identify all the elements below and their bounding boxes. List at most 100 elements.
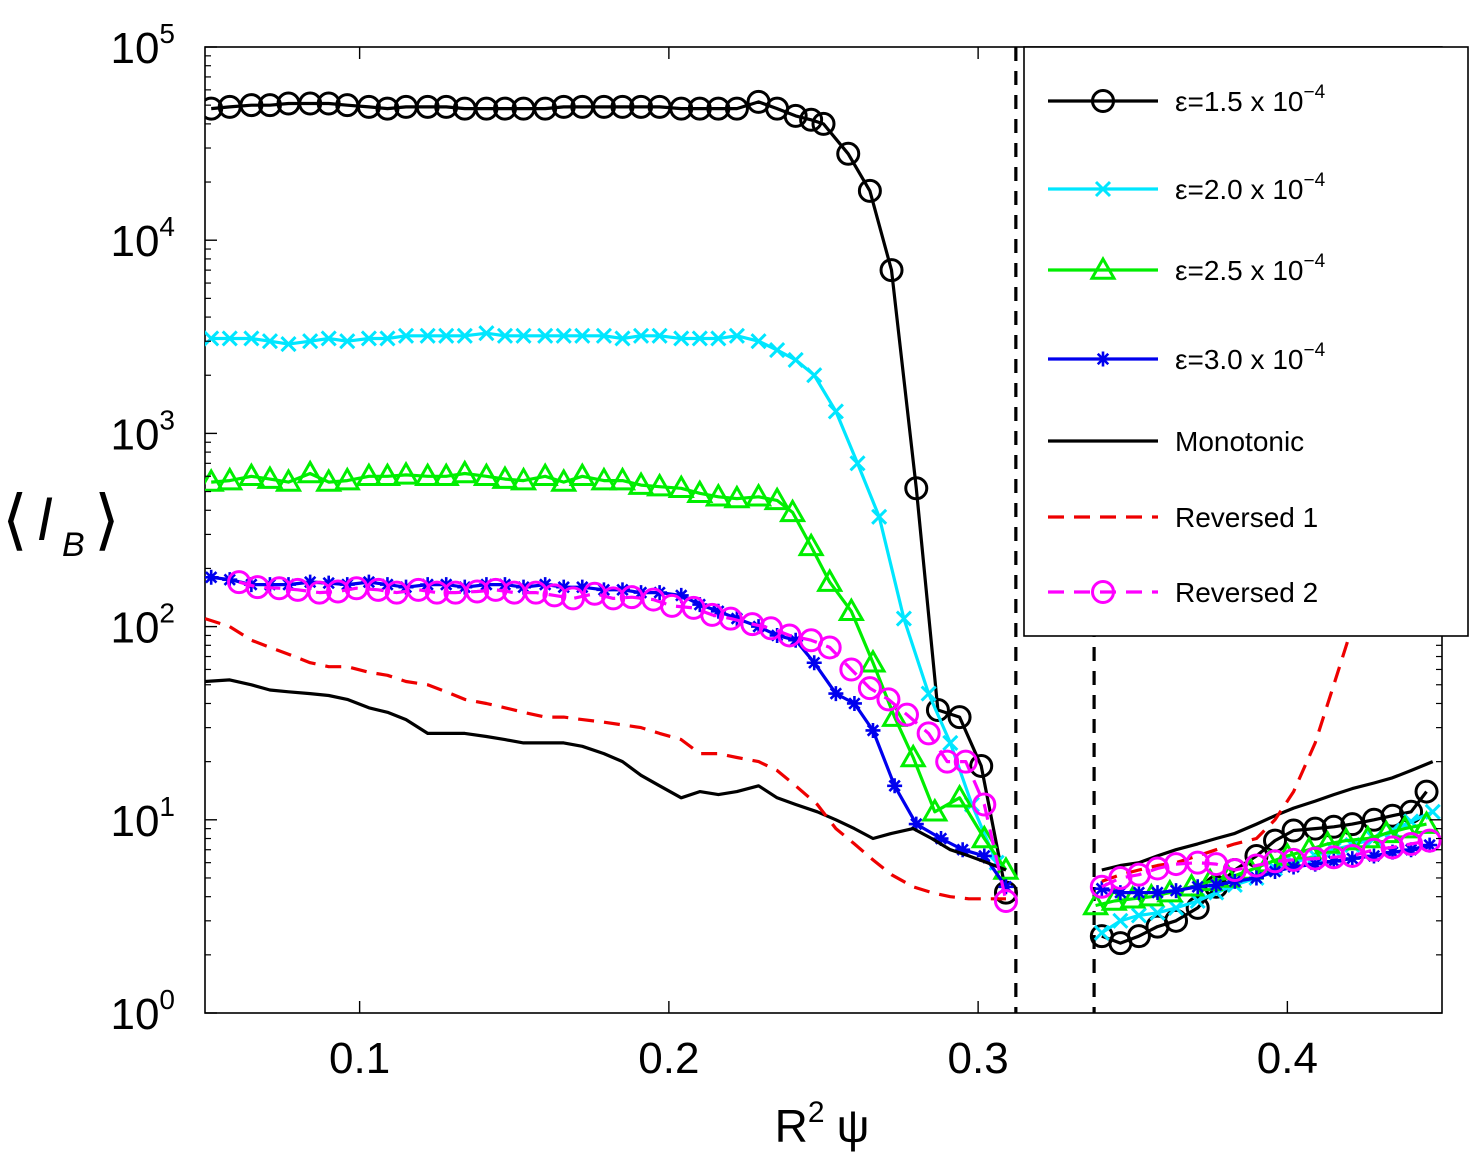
legend-marker (1089, 255, 1117, 280)
data-point (673, 587, 689, 603)
y-tick-label-base: 10 (110, 797, 159, 846)
data-point (373, 462, 402, 487)
legend-box (1023, 46, 1469, 637)
data-point (1131, 885, 1147, 901)
data-point (568, 462, 596, 487)
data-point (692, 597, 708, 613)
data-point (904, 476, 929, 501)
data-point (811, 111, 836, 136)
data-point (1380, 835, 1405, 860)
data-point (280, 336, 297, 353)
data-point (871, 508, 888, 525)
y-tick-label-base: 10 (110, 410, 159, 459)
data-point (710, 330, 727, 347)
data-point (237, 462, 265, 487)
data-point (1112, 885, 1128, 901)
data-point (537, 327, 554, 344)
y-tick-label: 102 (110, 598, 175, 653)
data-point (392, 460, 420, 485)
data-point (887, 778, 903, 794)
legend-label-text: Monotonic (1175, 426, 1304, 457)
data-point (315, 468, 343, 492)
data-point (783, 103, 808, 128)
data-point (561, 586, 586, 611)
data-point (879, 258, 904, 283)
legend-label-text: ε=2.5 x 10 (1175, 255, 1303, 286)
data-point (496, 327, 514, 344)
data-point (414, 462, 442, 487)
y-tick-label-base: 10 (110, 24, 159, 73)
data-point (239, 93, 264, 118)
data-point (550, 468, 578, 492)
data-point (817, 635, 842, 660)
x-axis-label-sup: 2 (808, 1096, 825, 1129)
data-point (669, 96, 694, 121)
data-point (478, 325, 495, 342)
data-point (1112, 912, 1129, 929)
data-point (491, 465, 519, 489)
data-point (865, 722, 881, 738)
data-point (627, 471, 655, 495)
data-point (976, 848, 992, 864)
data-point (1185, 850, 1210, 875)
data-point (1094, 881, 1110, 897)
data-point (361, 574, 377, 590)
y-tick-label-exp: 1 (159, 791, 175, 822)
data-point (667, 474, 695, 499)
data-point (610, 94, 635, 119)
data-point (379, 330, 396, 347)
data-point (857, 676, 882, 701)
data-point (935, 749, 960, 774)
data-point (360, 330, 377, 347)
x-axis-label: R2 ψ (775, 1096, 870, 1152)
data-point (899, 743, 927, 768)
data-point (724, 96, 749, 121)
data-point (933, 831, 949, 847)
legend-label: Reversed 1 (1175, 502, 1318, 533)
data-point (355, 462, 383, 487)
data-point (972, 792, 997, 817)
data-point (434, 94, 459, 119)
data-point (750, 333, 767, 350)
legend-label: ε=1.5 x 10−4 (1175, 82, 1326, 117)
x-tick-label: 0.4 (1257, 1034, 1318, 1083)
data-point (827, 403, 844, 420)
data-point (700, 602, 725, 627)
data-point (298, 91, 323, 116)
data-point (1412, 810, 1441, 834)
legend-label-sup: −4 (1303, 82, 1325, 103)
legend-label-sup: −4 (1303, 251, 1325, 272)
data-point (788, 632, 804, 648)
data-point (509, 466, 538, 491)
data-point (1108, 865, 1133, 890)
data-point (777, 623, 802, 648)
data-point (728, 327, 745, 344)
data-point (316, 91, 341, 116)
data-point (1366, 848, 1382, 864)
data-point (574, 579, 590, 595)
data-point (1344, 851, 1360, 867)
x-tick-label: 0.3 (948, 1034, 1009, 1083)
data-point (704, 482, 732, 507)
series-line (1101, 340, 1438, 883)
data-point (1082, 891, 1110, 916)
data-point (465, 579, 490, 604)
y-tick-label: 104 (110, 211, 175, 266)
data-point (243, 330, 260, 347)
data-point (769, 342, 786, 359)
legend-marker (1091, 89, 1115, 113)
data-point (629, 94, 654, 119)
data-point (556, 579, 572, 595)
data-point (839, 657, 864, 682)
y-axis-label-left: ⟨ (2, 482, 28, 556)
data-point (307, 580, 332, 605)
data-point (320, 330, 337, 347)
data-point (942, 734, 959, 751)
data-point (216, 466, 244, 491)
data-point (925, 698, 950, 723)
data-point (763, 486, 791, 511)
data-point (267, 576, 292, 601)
data-point (590, 466, 618, 491)
data-point (397, 327, 415, 344)
y-tick-label: 101 (110, 791, 175, 846)
